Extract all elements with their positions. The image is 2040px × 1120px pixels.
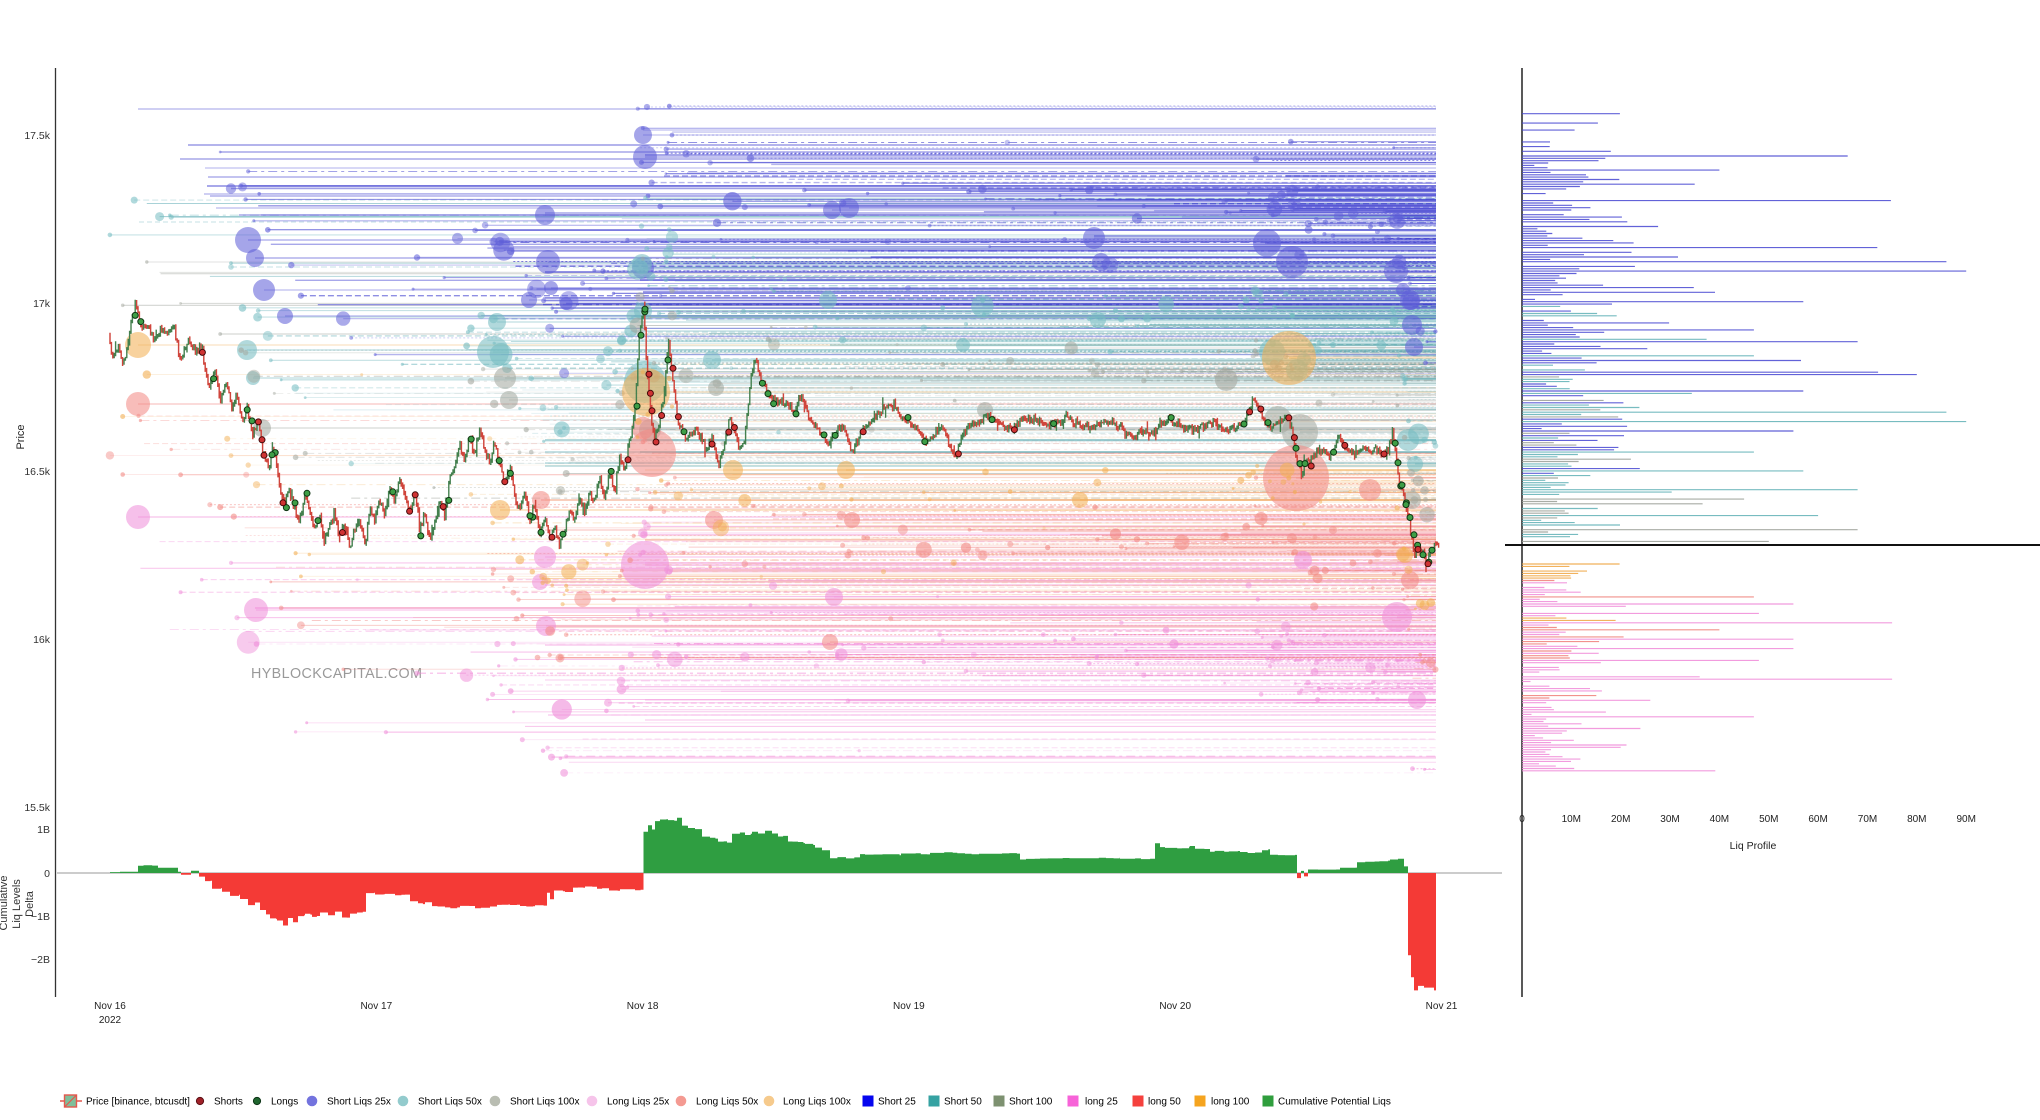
svg-text:40M: 40M: [1710, 814, 1729, 825]
svg-text:10M: 10M: [1562, 814, 1581, 825]
svg-text:Nov 20: Nov 20: [1159, 1001, 1191, 1012]
svg-text:0: 0: [44, 868, 50, 880]
svg-text:Cumulative Potential Liqs: Cumulative Potential Liqs: [1278, 1097, 1391, 1108]
svg-text:−2B: −2B: [31, 954, 50, 966]
svg-text:Nov 16: Nov 16: [94, 1001, 126, 1012]
svg-text:16.5k: 16.5k: [24, 466, 50, 478]
svg-text:long 25: long 25: [1085, 1097, 1118, 1108]
svg-text:Short 50: Short 50: [944, 1097, 982, 1108]
svg-text:−1B: −1B: [31, 911, 50, 923]
svg-text:2022: 2022: [99, 1015, 122, 1026]
svg-text:Delta: Delta: [24, 890, 36, 917]
svg-text:Liq Levels: Liq Levels: [11, 879, 23, 929]
svg-text:Short Liqs 100x: Short Liqs 100x: [510, 1097, 580, 1108]
svg-text:Longs: Longs: [271, 1097, 298, 1108]
svg-text:Nov 21: Nov 21: [1426, 1001, 1458, 1012]
svg-text:20M: 20M: [1611, 814, 1630, 825]
svg-text:Liq Profile: Liq Profile: [1730, 840, 1777, 852]
svg-text:HYBLOCKCAPITAL.COM: HYBLOCKCAPITAL.COM: [251, 666, 422, 682]
svg-text:70M: 70M: [1858, 814, 1877, 825]
svg-text:Short Liqs 25x: Short Liqs 25x: [327, 1097, 391, 1108]
svg-text:80M: 80M: [1907, 814, 1926, 825]
svg-text:17k: 17k: [33, 298, 51, 310]
svg-text:50M: 50M: [1759, 814, 1778, 825]
svg-text:Price: Price: [15, 424, 27, 449]
svg-text:90M: 90M: [1956, 814, 1975, 825]
svg-text:Short 100: Short 100: [1009, 1097, 1053, 1108]
svg-text:Cumulative: Cumulative: [0, 875, 10, 930]
svg-text:Nov 17: Nov 17: [360, 1001, 392, 1012]
svg-text:long 50: long 50: [1148, 1097, 1181, 1108]
svg-text:30M: 30M: [1660, 814, 1679, 825]
svg-text:0: 0: [1519, 814, 1525, 825]
svg-text:Long Liqs 100x: Long Liqs 100x: [783, 1097, 851, 1108]
svg-text:Long Liqs 25x: Long Liqs 25x: [607, 1097, 669, 1108]
svg-text:long 100: long 100: [1211, 1097, 1250, 1108]
svg-text:Nov 19: Nov 19: [893, 1001, 925, 1012]
svg-text:Short 25: Short 25: [878, 1097, 916, 1108]
svg-text:Shorts: Shorts: [214, 1097, 243, 1108]
svg-text:60M: 60M: [1808, 814, 1827, 825]
svg-text:Short Liqs 50x: Short Liqs 50x: [418, 1097, 482, 1108]
svg-text:15.5k: 15.5k: [24, 802, 50, 814]
svg-text:17.5k: 17.5k: [24, 130, 50, 142]
svg-text:1B: 1B: [37, 824, 50, 836]
svg-text:16k: 16k: [33, 634, 51, 646]
svg-text:Long Liqs 50x: Long Liqs 50x: [696, 1097, 758, 1108]
svg-text:Nov 18: Nov 18: [627, 1001, 659, 1012]
svg-text:Price [binance, btcusdt]: Price [binance, btcusdt]: [86, 1097, 190, 1108]
